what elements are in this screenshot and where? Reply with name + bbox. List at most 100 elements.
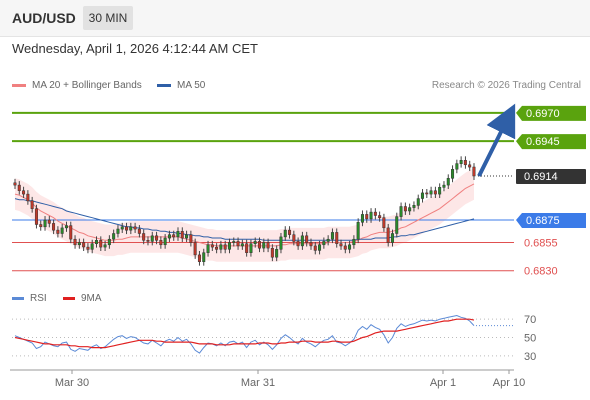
rsi-line bbox=[14, 314, 475, 354]
candle-body bbox=[73, 238, 77, 246]
candle-body bbox=[386, 227, 390, 243]
candle-body bbox=[107, 238, 111, 246]
x-tick-label: Apr 10 bbox=[493, 377, 525, 389]
candle-body bbox=[129, 226, 133, 231]
candle-body bbox=[52, 223, 56, 231]
legend-ma50: MA 50 bbox=[157, 80, 205, 91]
x-tick-label: Mar 31 bbox=[241, 377, 275, 389]
level-tag-0.6875 bbox=[516, 213, 586, 228]
timeframe-button[interactable]: 30 MIN bbox=[83, 6, 133, 30]
level-label-0.6945: 0.6945 bbox=[526, 136, 560, 148]
symbol-title: AUD/USD bbox=[12, 10, 76, 26]
candle-body bbox=[69, 225, 73, 240]
candle-body bbox=[472, 166, 476, 177]
candle-body bbox=[352, 238, 356, 246]
candle-body bbox=[185, 234, 189, 239]
candle-body bbox=[206, 244, 210, 253]
ma20-label: MA 20 + Bollinger Bands bbox=[32, 80, 142, 91]
candle-body bbox=[125, 226, 129, 231]
candle-body bbox=[90, 243, 94, 250]
level-label-0.6855: 0.6855 bbox=[524, 238, 558, 250]
candle-body bbox=[365, 214, 369, 220]
candle-body bbox=[438, 187, 442, 195]
candle-body bbox=[339, 243, 343, 247]
candle-body bbox=[236, 241, 240, 247]
candle-body bbox=[390, 233, 394, 243]
level-label-0.6875: 0.6875 bbox=[526, 215, 560, 227]
candle-body bbox=[56, 229, 60, 234]
candle-body bbox=[425, 192, 429, 195]
candle-body bbox=[64, 225, 68, 229]
rsi-swatch bbox=[12, 296, 24, 300]
rsi-9ma-line bbox=[14, 318, 475, 349]
candle-body bbox=[399, 206, 403, 217]
candle-body bbox=[403, 206, 407, 212]
candle-body bbox=[408, 207, 412, 212]
legend-9ma: 9MA bbox=[63, 293, 102, 304]
candle-body bbox=[223, 244, 227, 250]
candle-body bbox=[245, 243, 249, 253]
legend-rsi: RSI bbox=[12, 293, 47, 304]
candle-body bbox=[326, 238, 330, 242]
candle-body bbox=[172, 234, 176, 238]
rsi-tick-label: 70 bbox=[524, 314, 536, 326]
candle-body bbox=[451, 169, 455, 179]
candle-body bbox=[305, 235, 309, 243]
ma9-swatch bbox=[63, 296, 75, 300]
candle-body bbox=[412, 205, 416, 208]
candle-body bbox=[356, 222, 360, 240]
candle-body bbox=[279, 236, 283, 250]
level-tag-0.6970 bbox=[516, 105, 586, 121]
candle-body bbox=[433, 190, 437, 195]
candle-body bbox=[257, 241, 261, 249]
ma20-swatch bbox=[12, 83, 26, 87]
candle-body bbox=[420, 192, 424, 199]
candle-body bbox=[163, 237, 167, 246]
candle-body bbox=[309, 242, 313, 247]
candle-body bbox=[468, 164, 472, 168]
projection-arrow bbox=[477, 103, 516, 177]
candle-body bbox=[335, 232, 339, 244]
candle-body bbox=[292, 234, 296, 242]
candle-body bbox=[378, 215, 382, 219]
candle-body bbox=[116, 228, 120, 234]
candle-body bbox=[13, 182, 17, 186]
candle-body bbox=[283, 229, 287, 238]
candle-body bbox=[77, 242, 81, 246]
candle-body bbox=[112, 233, 116, 240]
candle-body bbox=[416, 198, 420, 206]
candle-body bbox=[459, 160, 463, 164]
candle-body bbox=[150, 235, 154, 242]
candle-body bbox=[82, 242, 86, 248]
ma9-label: 9MA bbox=[81, 293, 102, 304]
level-tag-0.6945 bbox=[516, 134, 586, 150]
candle-body bbox=[142, 233, 146, 241]
candle-body bbox=[322, 241, 326, 246]
candle-body bbox=[270, 247, 274, 258]
candle-body bbox=[133, 226, 137, 230]
rsi-tick-label: 30 bbox=[524, 351, 536, 363]
current-price-label: 0.6914 bbox=[524, 171, 558, 183]
candle-body bbox=[120, 226, 124, 230]
ma50-label: MA 50 bbox=[177, 80, 206, 91]
candle-body bbox=[43, 219, 47, 228]
candle-body bbox=[180, 231, 184, 239]
candle-body bbox=[313, 245, 317, 251]
candle-body bbox=[193, 242, 197, 256]
candle-body bbox=[99, 240, 103, 248]
candle-body bbox=[155, 235, 159, 241]
candle-body bbox=[429, 190, 433, 195]
top-bar: AUD/USD 30 MIN bbox=[0, 0, 590, 37]
candle-body bbox=[17, 184, 21, 191]
candle-body bbox=[253, 241, 257, 244]
candle-body bbox=[227, 242, 231, 250]
candle-body bbox=[249, 243, 253, 253]
candle-body bbox=[330, 232, 334, 240]
candle-body bbox=[103, 244, 107, 248]
candle-body bbox=[382, 217, 386, 229]
candle-body bbox=[232, 241, 236, 243]
legend-ma20: MA 20 + Bollinger Bands bbox=[12, 80, 142, 91]
ma50-line bbox=[14, 198, 475, 241]
candle-body bbox=[39, 224, 43, 228]
